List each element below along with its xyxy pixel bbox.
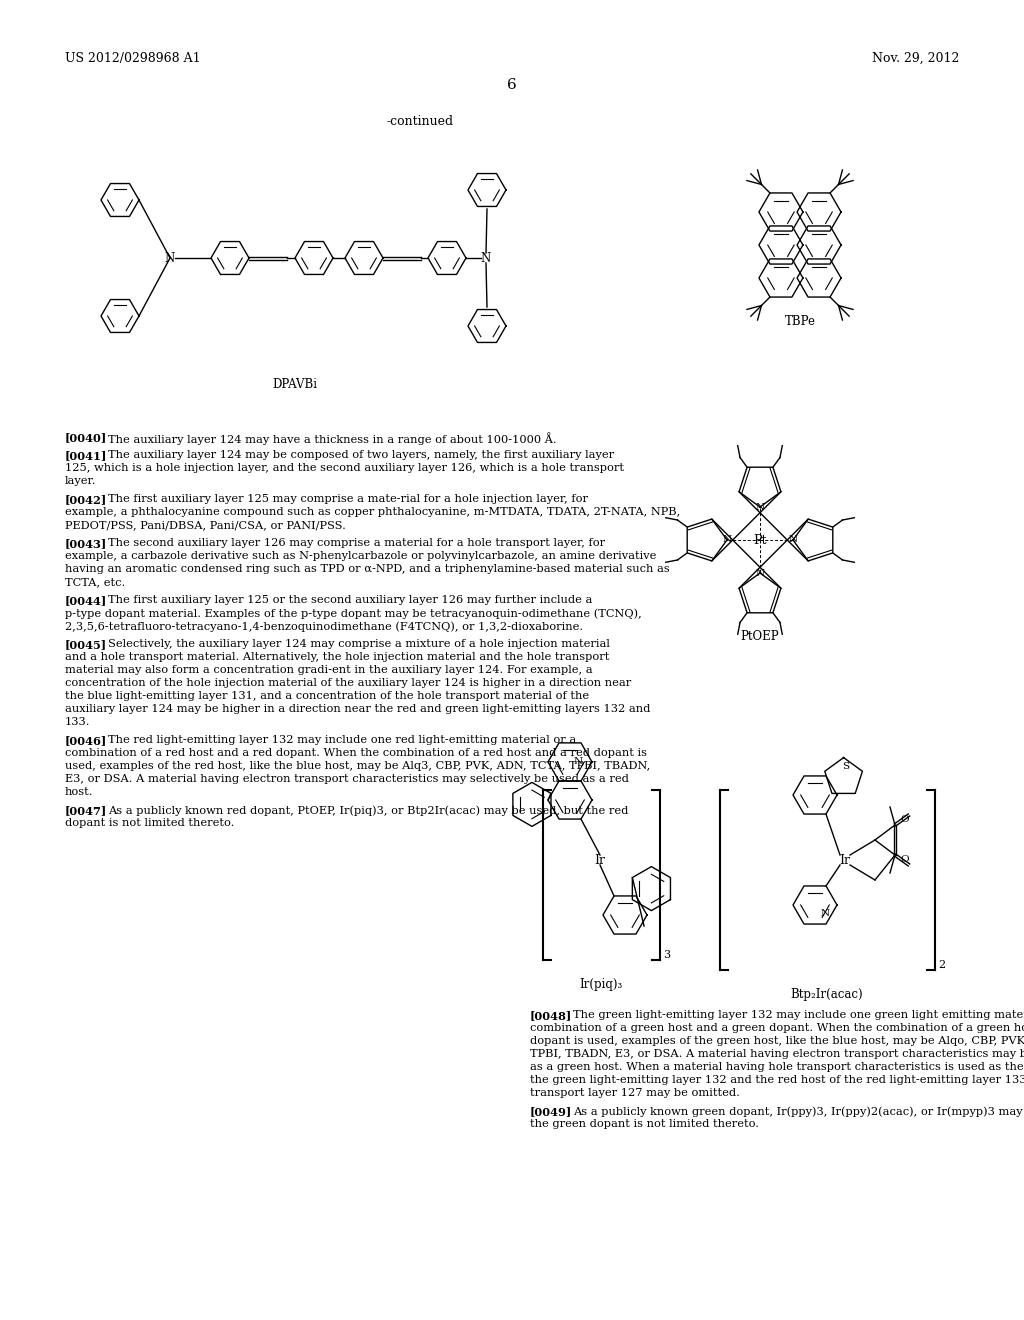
Text: the green dopant is not limited thereto.: the green dopant is not limited thereto. bbox=[530, 1119, 759, 1129]
Text: Btp₂Ir(acac): Btp₂Ir(acac) bbox=[791, 987, 863, 1001]
Text: N: N bbox=[820, 908, 829, 917]
Text: dopant is used, examples of the green host, like the blue host, may be Alqo, CBP: dopant is used, examples of the green ho… bbox=[530, 1036, 1024, 1045]
Text: N: N bbox=[756, 569, 765, 578]
Text: The red light-emitting layer 132 may include one red light-emitting material or : The red light-emitting layer 132 may inc… bbox=[108, 735, 575, 744]
Text: [0041]: [0041] bbox=[65, 450, 108, 461]
Text: The green light-emitting layer 132 may include one green light emitting material: The green light-emitting layer 132 may i… bbox=[572, 1010, 1024, 1020]
Text: 6: 6 bbox=[507, 78, 517, 92]
Text: concentration of the hole injection material of the auxiliary layer 124 is highe: concentration of the hole injection mate… bbox=[65, 678, 631, 688]
Text: N: N bbox=[165, 252, 175, 264]
Text: 133.: 133. bbox=[65, 717, 90, 727]
Text: [0048]: [0048] bbox=[530, 1010, 572, 1020]
Text: N: N bbox=[481, 252, 492, 264]
Text: The first auxiliary layer 125 may comprise a mate-rial for a hole injection laye: The first auxiliary layer 125 may compri… bbox=[108, 494, 588, 504]
Text: [0046]: [0046] bbox=[65, 735, 108, 746]
Text: Ir: Ir bbox=[595, 854, 605, 866]
Text: 2: 2 bbox=[938, 960, 945, 970]
Text: [0049]: [0049] bbox=[530, 1106, 572, 1117]
Text: The first auxiliary layer 125 or the second auxiliary layer 126 may further incl: The first auxiliary layer 125 or the sec… bbox=[108, 595, 592, 605]
Text: the green light-emitting layer 132 and the red host of the red light-emitting la: the green light-emitting layer 132 and t… bbox=[530, 1074, 1024, 1085]
Text: host.: host. bbox=[65, 787, 93, 797]
Text: material may also form a concentration gradi-ent in the auxiliary layer 124. For: material may also form a concentration g… bbox=[65, 665, 593, 675]
Text: -continued: -continued bbox=[386, 115, 454, 128]
Text: Ir(piq)₃: Ir(piq)₃ bbox=[580, 978, 623, 991]
Text: N: N bbox=[573, 758, 583, 767]
Text: layer.: layer. bbox=[65, 477, 96, 486]
Text: N: N bbox=[788, 536, 798, 544]
Text: 125, which is a hole injection layer, and the second auxiliary layer 126, which : 125, which is a hole injection layer, an… bbox=[65, 463, 624, 473]
Text: used, examples of the red host, like the blue host, may be Alq3, CBP, PVK, ADN, : used, examples of the red host, like the… bbox=[65, 762, 650, 771]
Text: [0043]: [0043] bbox=[65, 539, 108, 549]
Text: Selectively, the auxiliary layer 124 may comprise a mixture of a hole injection : Selectively, the auxiliary layer 124 may… bbox=[108, 639, 609, 649]
Text: [0045]: [0045] bbox=[65, 639, 108, 649]
Text: combination of a red host and a red dopant. When the combination of a red host a: combination of a red host and a red dopa… bbox=[65, 748, 647, 758]
Text: combination of a green host and a green dopant. When the combination of a green : combination of a green host and a green … bbox=[530, 1023, 1024, 1034]
Text: [0042]: [0042] bbox=[65, 494, 108, 506]
Text: the blue light-emitting layer 131, and a concentration of the hole transport mat: the blue light-emitting layer 131, and a… bbox=[65, 690, 589, 701]
Text: example, a carbazole derivative such as N-phenylcarbazole or polyvinylcarbazole,: example, a carbazole derivative such as … bbox=[65, 550, 656, 561]
Text: As a publicly known red dopant, PtOEP, Ir(piq)3, or Btp2Ir(acac) may be used, bu: As a publicly known red dopant, PtOEP, I… bbox=[108, 805, 628, 816]
Text: N: N bbox=[723, 536, 731, 544]
Text: O: O bbox=[900, 816, 908, 825]
Text: TPBI, TBADN, E3, or DSA. A material having electron transport characteristics ma: TPBI, TBADN, E3, or DSA. A material havi… bbox=[530, 1049, 1024, 1059]
Text: PEDOT/PSS, Pani/DBSA, Pani/CSA, or PANI/PSS.: PEDOT/PSS, Pani/DBSA, Pani/CSA, or PANI/… bbox=[65, 520, 346, 531]
Text: [0044]: [0044] bbox=[65, 595, 108, 606]
Text: and a hole transport material. Alternatively, the hole injection material and th: and a hole transport material. Alternati… bbox=[65, 652, 609, 663]
Text: auxiliary layer 124 may be higher in a direction near the red and green light-em: auxiliary layer 124 may be higher in a d… bbox=[65, 704, 650, 714]
Text: having an aromatic condensed ring such as TPD or α-NPD, and a triphenylamine-bas: having an aromatic condensed ring such a… bbox=[65, 564, 670, 574]
Text: 2,3,5,6-tetrafluoro-tetracyano-1,4-benzoquinodimethane (F4TCNQ), or 1,3,2-dioxab: 2,3,5,6-tetrafluoro-tetracyano-1,4-benzo… bbox=[65, 620, 583, 631]
Text: p-type dopant material. Examples of the p-type dopant may be tetracyanoquin-odim: p-type dopant material. Examples of the … bbox=[65, 609, 642, 619]
Text: Ir: Ir bbox=[840, 854, 851, 866]
Text: dopant is not limited thereto.: dopant is not limited thereto. bbox=[65, 818, 234, 828]
Text: example, a phthalocyanine compound such as copper phthalocyanine, m-MTDATA, TDAT: example, a phthalocyanine compound such … bbox=[65, 507, 680, 517]
Text: O: O bbox=[900, 855, 908, 865]
Text: The auxiliary layer 124 may be composed of two layers, namely, the first auxilia: The auxiliary layer 124 may be composed … bbox=[108, 450, 613, 459]
Text: [0047]: [0047] bbox=[65, 805, 108, 816]
Text: The auxiliary layer 124 may have a thickness in a range of about 100-1000 Å.: The auxiliary layer 124 may have a thick… bbox=[108, 432, 556, 445]
Text: TBPe: TBPe bbox=[784, 315, 815, 327]
Text: US 2012/0298968 A1: US 2012/0298968 A1 bbox=[65, 51, 201, 65]
Text: transport layer 127 may be omitted.: transport layer 127 may be omitted. bbox=[530, 1088, 740, 1098]
Text: as a green host. When a material having hole transport characteristics is used a: as a green host. When a material having … bbox=[530, 1063, 1024, 1072]
Text: Nov. 29, 2012: Nov. 29, 2012 bbox=[871, 51, 959, 65]
Text: Pt: Pt bbox=[754, 533, 767, 546]
Text: [0040]: [0040] bbox=[65, 432, 108, 444]
Text: N: N bbox=[756, 503, 765, 511]
Text: S: S bbox=[842, 762, 849, 771]
Text: DPAVBi: DPAVBi bbox=[272, 378, 317, 391]
Text: The second auxiliary layer 126 may comprise a material for a hole transport laye: The second auxiliary layer 126 may compr… bbox=[108, 539, 605, 548]
Text: E3, or DSA. A material having electron transport characteristics may selectively: E3, or DSA. A material having electron t… bbox=[65, 774, 629, 784]
Text: TCTA, etc.: TCTA, etc. bbox=[65, 577, 125, 587]
Text: As a publicly known green dopant, Ir(ppy)3, Ir(ppy)2(acac), or Ir(mpyp)3 may be : As a publicly known green dopant, Ir(ppy… bbox=[572, 1106, 1024, 1117]
Text: PtOEP: PtOEP bbox=[740, 630, 779, 643]
Text: 3: 3 bbox=[663, 950, 670, 960]
